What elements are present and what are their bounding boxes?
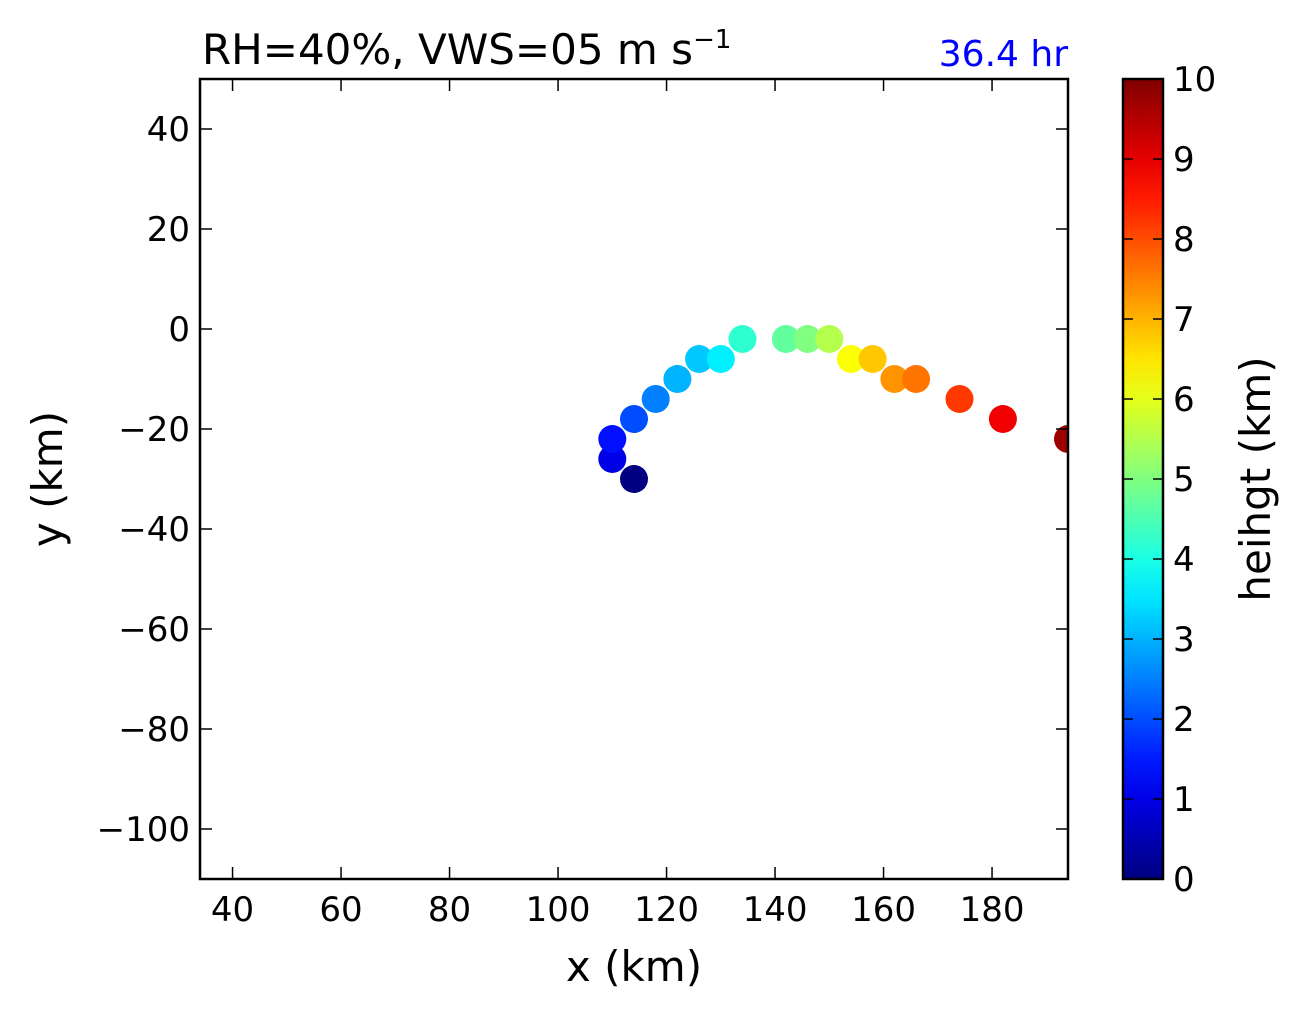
colorbar-tick-label: 3	[1173, 620, 1195, 660]
y-tick-label: 0	[168, 310, 190, 350]
trajectory-point	[988, 405, 1017, 433]
colorbar-tick-label: 4	[1173, 540, 1195, 580]
trajectory-point	[620, 405, 648, 433]
trajectory-point	[1054, 425, 1068, 453]
y-tick-label: −20	[118, 410, 190, 450]
x-tick-label: 120	[634, 890, 699, 930]
colorbar-tick-label: 8	[1173, 220, 1195, 260]
chart-title: RH=40%, VWS=05 m s−1	[202, 25, 731, 74]
y-tick-label: −100	[97, 810, 190, 850]
colorbar-label: heihgt (km)	[1231, 356, 1280, 601]
chart-title-superscript: −1	[693, 25, 731, 55]
x-axis-ticks: 40 60 80 100 120 140 160 180	[211, 79, 1025, 930]
plot-frame	[198, 77, 1070, 881]
colorbar-tick-label: 2	[1173, 700, 1195, 740]
x-tick-label: 140	[743, 890, 808, 930]
trajectory-point	[945, 385, 974, 413]
scatter-points	[598, 325, 1068, 493]
trajectory-point	[902, 365, 931, 393]
colorbar-ticks: 0 1 2 3 4 5 6 7 8 9 10	[1123, 60, 1216, 900]
x-tick-label: 100	[526, 890, 591, 930]
trajectory-point	[837, 345, 865, 373]
x-axis-label: x (km)	[566, 942, 702, 991]
y-axis-label: y (km)	[23, 411, 72, 547]
trajectory-point	[728, 325, 757, 353]
trajectory-point	[858, 345, 887, 373]
colorbar-tick-label: 1	[1173, 780, 1195, 820]
x-tick-label: 40	[211, 890, 254, 930]
y-tick-label: 20	[147, 210, 190, 250]
trajectory-point	[706, 345, 735, 373]
trajectory-point	[598, 425, 627, 453]
trajectory-point	[641, 385, 670, 413]
trajectory-point	[620, 465, 648, 493]
trajectory-point	[685, 345, 714, 373]
colorbar-tick-label: 6	[1173, 380, 1195, 420]
x-tick-label: 80	[428, 890, 471, 930]
trajectory-point	[880, 365, 909, 393]
colorbar-tick-label: 7	[1173, 300, 1195, 340]
y-tick-label: −40	[118, 510, 190, 550]
chart-title-main: RH=40%, VWS=05 m s	[202, 25, 693, 74]
y-axis-ticks: 40 20 0 −20 −40 −60 −80 −100	[97, 110, 1068, 850]
colorbar-tick-label: 5	[1173, 460, 1195, 500]
y-tick-label: −80	[118, 710, 190, 750]
colorbar-tick-label: 0	[1173, 860, 1195, 900]
trajectory-point	[663, 365, 692, 393]
trajectory-point	[598, 445, 627, 473]
colorbar-tick-label: 9	[1173, 140, 1195, 180]
y-tick-label: 40	[147, 110, 190, 150]
x-tick-label: 180	[960, 890, 1025, 930]
trajectory-point	[793, 325, 822, 353]
colorbar-tick-label: 10	[1173, 60, 1216, 100]
time-label: 36.4 hr	[939, 34, 1068, 75]
trajectory-point	[771, 325, 800, 353]
y-tick-label: −60	[118, 610, 190, 650]
x-tick-label: 60	[319, 890, 362, 930]
x-tick-label: 160	[851, 890, 916, 930]
trajectory-point	[815, 325, 844, 353]
